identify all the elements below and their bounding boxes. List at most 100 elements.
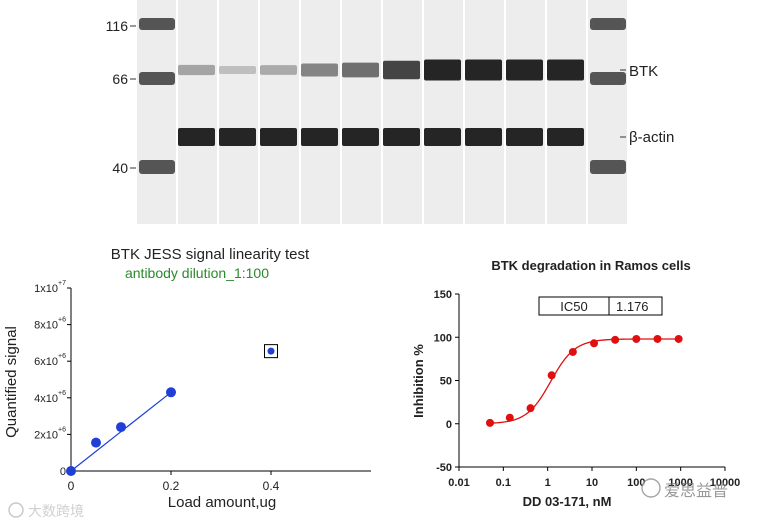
actin-band (260, 128, 297, 146)
dose-marks (485, 334, 683, 427)
mw-marker-40: 40 (112, 160, 128, 176)
dose-point (611, 335, 620, 344)
excluded-point (267, 347, 275, 355)
ladder-band (590, 72, 626, 85)
actin-band (342, 128, 379, 146)
dose-chart-title: BTK degradation in Ramos cells (491, 258, 690, 273)
linearity-point (166, 387, 176, 398)
ladders (139, 18, 626, 174)
actin-band (219, 128, 256, 146)
dose-x-tick-label: 0.01 (448, 477, 469, 489)
actin-band (465, 128, 502, 146)
dose-x-tick-label: 0.1 (496, 477, 511, 489)
dose-y-label: Inhibition % (411, 344, 426, 418)
linearity-x-label: Load amount,ug (168, 494, 276, 511)
btk-band (301, 63, 338, 77)
dose-x-label: DD 03-171, nM (523, 494, 612, 509)
lane-dividers (135, 0, 629, 224)
dose-x-tick-label: 1 (545, 477, 551, 489)
dose-x-tick-label: 10000 (710, 477, 741, 489)
linearity-x-ticks: 0 0.2 0.4 (68, 471, 280, 493)
ladder-band (590, 160, 626, 174)
linearity-y-tick-label: 0 (60, 466, 66, 478)
watermark-right-text: 爱思益普 (664, 482, 728, 500)
dose-x-tick-label: 10 (586, 477, 598, 489)
linearity-x-tick-label: 0.2 (163, 479, 180, 493)
dose-y-tick-label: 150 (434, 289, 452, 301)
linearity-y-ticks: 0 2x10+6 4x10+6 6x10+6 8x10+6 1x10+7 (34, 280, 71, 478)
btk-label: BTK (629, 63, 658, 80)
dose-response-chart: BTK degradation in Ramos cells -50050100… (411, 258, 740, 509)
linearity-y-tick-label: 8x10+6 (34, 317, 66, 332)
btk-bands (178, 59, 584, 81)
watermark-left-text: 大数跨境 (28, 503, 84, 519)
dose-x-ticks: 0.01 0.1 1 10 100 1000 10000 (448, 467, 740, 489)
actin-band (547, 128, 584, 146)
btk-band (506, 59, 543, 81)
dose-point (526, 404, 535, 413)
linearity-y-tick-label: 4x10+6 (34, 390, 66, 405)
actin-bands (178, 128, 584, 146)
dose-point (485, 418, 494, 427)
watermark-right-icon (641, 478, 661, 498)
blot-panel: 116 66 40 BTK β-actin (106, 0, 674, 224)
ladder-band (139, 72, 175, 85)
dose-y-tick-label: 100 (434, 332, 452, 344)
ic50-table-border (538, 296, 663, 316)
watermark-right: 爱思益普 (641, 478, 728, 500)
dose-x-tick-label: 1000 (668, 477, 692, 489)
linearity-point (66, 466, 76, 476)
actin-band (424, 128, 461, 146)
btk-band (547, 59, 584, 81)
linearity-y-tick-label: 6x10+6 (34, 353, 66, 368)
linearity-x-tick-label: 0 (68, 479, 75, 493)
actin-band (178, 128, 215, 146)
btk-band (178, 64, 215, 76)
dose-point (547, 371, 556, 380)
actin-band (506, 128, 543, 146)
linearity-marks (66, 344, 278, 476)
btk-band (424, 59, 461, 81)
actin-label: β-actin (629, 129, 674, 146)
dose-y-ticks: -50 0 50 100 150 (434, 289, 459, 474)
ic50-table: IC50 1.176 (538, 296, 663, 316)
mw-marker-labels: 116 66 40 (106, 18, 136, 176)
btk-band (383, 60, 420, 80)
excluded-point-box (264, 344, 278, 359)
dose-point (674, 334, 683, 343)
dose-point (505, 413, 514, 422)
dose-point (568, 347, 577, 356)
actin-band (383, 128, 420, 146)
ladder-band (590, 18, 626, 30)
watermark-left-icon (8, 502, 24, 518)
btk-band (260, 65, 297, 75)
btk-band (219, 66, 256, 74)
watermark-left: 大数跨境 (8, 502, 84, 519)
linearity-x-tick-label: 0.4 (263, 479, 280, 493)
ladder-band (139, 160, 175, 174)
linearity-chart: BTK JESS signal linearity test antibody … (3, 246, 371, 511)
btk-band (465, 59, 502, 81)
mw-marker-116: 116 (106, 18, 129, 34)
dose-point (590, 339, 599, 348)
dose-x-tick-label: 100 (627, 477, 645, 489)
linearity-chart-subtitle: antibody dilution_1:100 (125, 265, 269, 281)
ladder-band (139, 18, 175, 30)
dose-fit-curve-group (489, 338, 679, 424)
linearity-chart-title: BTK JESS signal linearity test (111, 246, 310, 263)
linearity-y-label: Quantified signal (3, 326, 20, 438)
dose-y-tick-label: 50 (440, 376, 452, 388)
linearity-y-tick-label: 2x10+6 (34, 426, 66, 441)
protein-labels: BTK β-actin (620, 63, 674, 146)
dose-y-tick-label: 0 (446, 419, 452, 431)
dose-point (632, 334, 641, 343)
actin-band (301, 128, 338, 146)
dose-fit-curve (489, 338, 679, 424)
dose-point (653, 334, 662, 343)
linearity-point (116, 422, 126, 433)
linearity-y-tick-label: 1x10+7 (34, 280, 66, 295)
btk-band (342, 62, 379, 78)
dose-y-tick-label: -50 (436, 462, 452, 474)
linearity-point (91, 437, 101, 448)
